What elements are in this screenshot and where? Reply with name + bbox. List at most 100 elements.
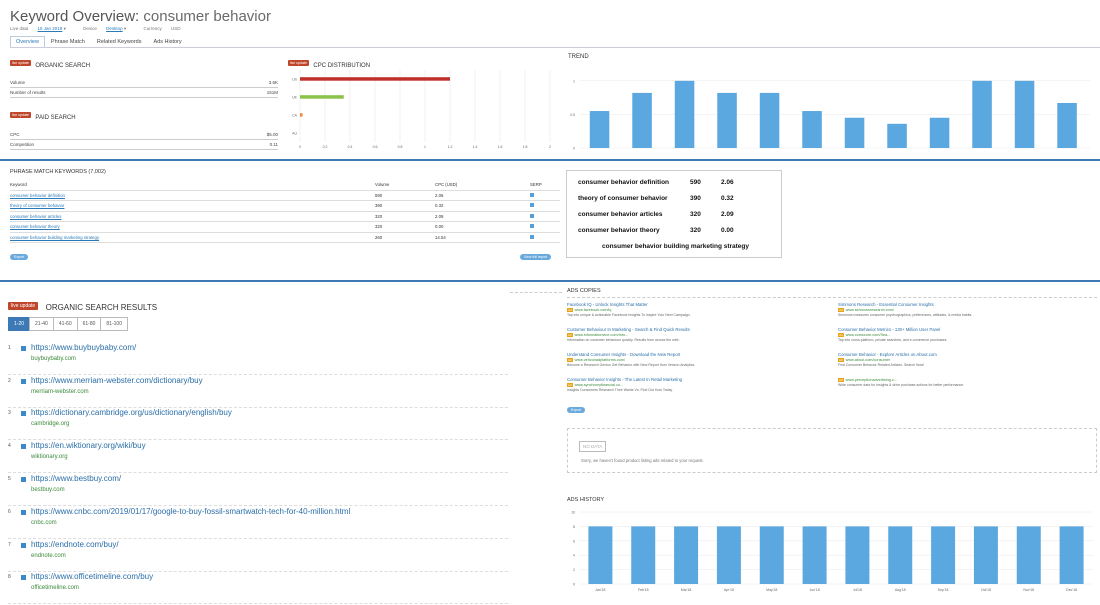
result-url[interactable]: https://www.cnbc.com/2019/01/17/google-t…: [31, 507, 351, 516]
volume-row: Volume 3.6K: [10, 78, 278, 88]
external-link-icon[interactable]: [21, 411, 26, 416]
external-link-icon[interactable]: [21, 346, 26, 351]
ad-url[interactable]: www.verizonadplatforms.com/: [574, 358, 626, 362]
result-domain[interactable]: wiktionary.org: [31, 454, 68, 460]
volume-cell: 320: [375, 213, 383, 219]
tab-phrase-match[interactable]: Phrase Match: [50, 39, 85, 45]
keyword-link[interactable]: consumer behavior building marketing str…: [10, 234, 100, 240]
device-select[interactable]: Desktop: [106, 26, 123, 31]
result-url[interactable]: https://en.wiktionary.org/wiki/buy: [31, 441, 146, 450]
ad-tag: Ad: [838, 333, 844, 337]
result-domain[interactable]: merriam-webster.com: [31, 389, 89, 395]
result-domain[interactable]: cnbc.com: [31, 520, 57, 526]
serp-icon[interactable]: [530, 203, 534, 208]
result-url[interactable]: https://www.merriam-webster.com/dictiona…: [31, 376, 203, 385]
result-url[interactable]: https://www.buybuybaby.com/: [31, 343, 137, 352]
results-label: Number of results: [10, 90, 46, 95]
x-tick-label: 1.8: [523, 145, 528, 149]
chevron-down-icon: ▾: [63, 26, 66, 31]
ad-url[interactable]: www.perceptionadvertising.c...: [845, 378, 897, 382]
external-link-icon[interactable]: [21, 543, 26, 548]
cpc-cell: 0.00: [435, 224, 444, 230]
ad-title[interactable]: Consumer Behavior Metrics - 130+ Million…: [838, 327, 941, 332]
y-tick-label: 0: [573, 147, 575, 151]
header-keyword[interactable]: Keyword: [10, 182, 27, 188]
export-button[interactable]: Export: [10, 254, 29, 260]
ads-history-bar: [1059, 526, 1084, 584]
ad-tag: Ad: [567, 333, 573, 337]
keyword-link[interactable]: theory of consumer behavior: [10, 203, 65, 209]
result-url[interactable]: https://endnote.com/buy/: [31, 540, 119, 549]
results-row: Number of results 151M: [10, 88, 278, 98]
ad-title[interactable]: Simmons Research - Essential Consumer In…: [838, 302, 934, 307]
result-domain[interactable]: buybuybaby.com: [31, 356, 76, 362]
serp-icon[interactable]: [530, 234, 534, 239]
ad-url[interactable]: www.simmonsresearch.com/: [845, 308, 894, 312]
x-tick-label: Oct'18: [981, 588, 991, 592]
overlay-keyword: consumer behavior theory: [578, 226, 660, 234]
table-row: consumer behavior articles 320 2.09: [10, 212, 560, 222]
external-link-icon[interactable]: [21, 444, 26, 449]
ads-export-button[interactable]: Export: [567, 407, 586, 413]
tab-ads-history[interactable]: Ads History: [153, 39, 182, 45]
external-link-icon[interactable]: [21, 477, 26, 482]
result-domain[interactable]: bestbuy.com: [31, 487, 65, 493]
header-cpc[interactable]: CPC (USD): [435, 182, 458, 188]
external-link-icon[interactable]: [21, 575, 26, 580]
external-link-icon[interactable]: [21, 379, 26, 384]
ad-title[interactable]: Facebook IQ - Unlock Insights That Matte…: [567, 302, 648, 307]
page-title-prefix: Keyword Overview:: [10, 8, 140, 25]
header-serp: SERP: [530, 182, 542, 188]
result-url[interactable]: https://dictionary.cambridge.org/us/dict…: [31, 408, 232, 417]
keyword-link[interactable]: consumer behavior definition: [10, 192, 65, 198]
tab-related-keywords[interactable]: Related Keywords: [96, 39, 142, 45]
page-81-100[interactable]: 81-100: [100, 317, 128, 331]
overlay-row: consumer behavior building marketing str…: [578, 238, 751, 254]
keyword-link[interactable]: consumer behavior articles: [10, 213, 62, 219]
ad-url[interactable]: www.facebook.com/iq: [574, 308, 612, 312]
serp-icon[interactable]: [530, 213, 534, 218]
ad-url[interactable]: www.about.com/consumer: [845, 358, 891, 362]
result-domain[interactable]: endnote.com: [31, 553, 66, 559]
ad-title[interactable]: Customer Behaviour In Marketing - Search…: [567, 327, 690, 332]
competition-label: Competition: [10, 142, 35, 147]
result-url[interactable]: https://www.bestbuy.com/: [31, 474, 122, 483]
serp-icon[interactable]: [530, 224, 534, 229]
keyword-link[interactable]: consumer behavior theory: [10, 224, 60, 230]
ad-url[interactable]: www.comscore.com/Sea...: [845, 333, 891, 337]
x-tick-label: 1.6: [498, 145, 503, 149]
keyword-overlay-list: consumer behavior definition 590 2.06 theo…: [578, 174, 751, 254]
result-rank: 6: [8, 509, 11, 515]
x-tick-label: Nov'18: [1023, 588, 1034, 592]
ad-title[interactable]: Consumer Behavior - Explore Articles on …: [838, 352, 937, 357]
list-item: 1 https://www.buybuybaby.com/buybuybaby.c…: [8, 343, 508, 375]
ad-description: Wide consumer data for Insights & drive …: [838, 383, 965, 387]
ad-url[interactable]: www.synchronyfinancial.co...: [574, 383, 624, 387]
page-1-20[interactable]: 1-20: [8, 317, 31, 331]
result-url[interactable]: https://www.officetimeline.com/buy: [31, 572, 154, 581]
x-tick-label: 0.6: [373, 145, 378, 149]
ad-title[interactable]: Understand Consumer Insights - Download …: [567, 352, 681, 357]
header-volume[interactable]: Volume: [375, 182, 390, 188]
ad-title[interactable]: Consumer Behavior Insights - The Latest …: [567, 377, 683, 382]
live-data-date[interactable]: 15 Jan 2019: [37, 26, 63, 31]
ads-history-chart: 0 2 4 6 8 10 Jan'18 Feb'18 Mar'18 Apr'18 May'18 Jun…: [571, 511, 1093, 592]
result-domain[interactable]: cambridge.org: [31, 421, 70, 427]
tab-overview[interactable]: Overview: [10, 36, 45, 48]
page-41-60[interactable]: 41-60: [52, 317, 78, 331]
trend-bar: [972, 80, 992, 148]
list-item: 5 https://www.bestbuy.com/bestbuy.com: [8, 474, 508, 506]
ads-history-bar: [1016, 526, 1041, 584]
page-21-40[interactable]: 21-40: [29, 317, 54, 331]
overlay-cpc: 0.32: [721, 194, 734, 202]
ad-url[interactable]: www.informationvine.com/Info...: [574, 333, 629, 337]
no-data-message: Sorry, we haven't found product listing …: [581, 458, 704, 463]
page-61-80[interactable]: 61-80: [76, 317, 102, 331]
x-tick-label: Mar'18: [681, 588, 692, 592]
result-rank: 7: [8, 542, 11, 548]
serp-icon[interactable]: [530, 192, 534, 197]
view-full-report-button[interactable]: View full report: [520, 254, 552, 260]
external-link-icon[interactable]: [21, 510, 26, 515]
result-domain[interactable]: officetimeline.com: [31, 585, 79, 591]
ad-copy: Customer Behaviour In Marketing - Search…: [567, 327, 817, 342]
